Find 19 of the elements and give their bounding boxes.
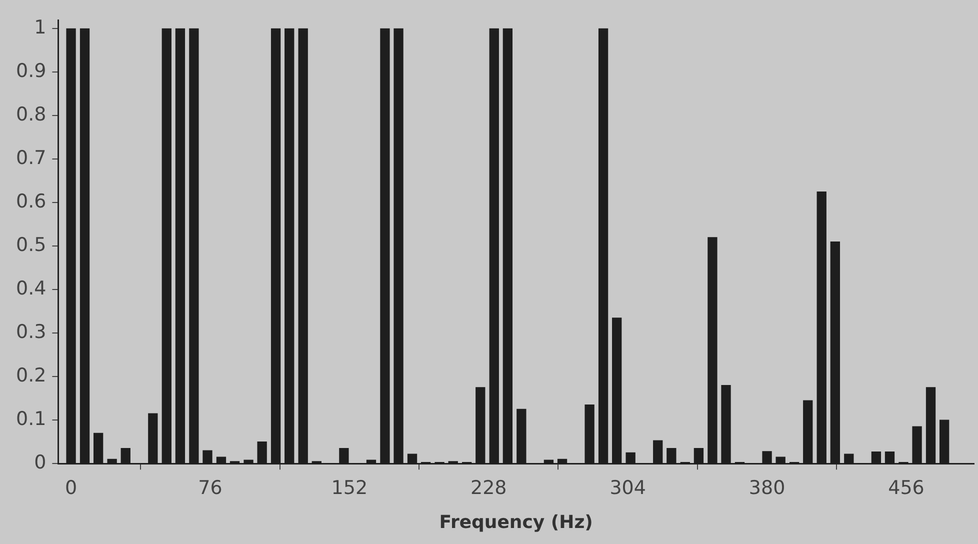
y-tick-label: 0.6 (16, 190, 46, 213)
y-tick-label: 0.4 (16, 278, 46, 300)
x-tick-label: 228 (470, 476, 507, 499)
y-tick-label: 1 (34, 16, 46, 39)
y-tick-label: 0 (34, 452, 46, 474)
x-tick-label: 76 (198, 476, 222, 499)
y-tick-label: 0.1 (16, 408, 46, 430)
y-tick-label: 0.3 (16, 321, 46, 344)
x-tick-label: 152 (331, 476, 368, 499)
y-tick-label: 0.5 (16, 234, 46, 256)
x-axis-title: Frequency (Hz) (439, 512, 593, 533)
x-tick-label: 304 (610, 476, 646, 499)
x-tick-label: 456 (888, 476, 924, 499)
x-tick-label: 0 (64, 476, 78, 499)
y-tick-label: 0.7 (16, 147, 46, 170)
y-tick-label: 0.2 (16, 364, 46, 387)
y-tick-label: 0.8 (16, 104, 46, 126)
y-tick-label: 0.9 (16, 60, 46, 82)
x-tick-label: 380 (748, 476, 786, 499)
